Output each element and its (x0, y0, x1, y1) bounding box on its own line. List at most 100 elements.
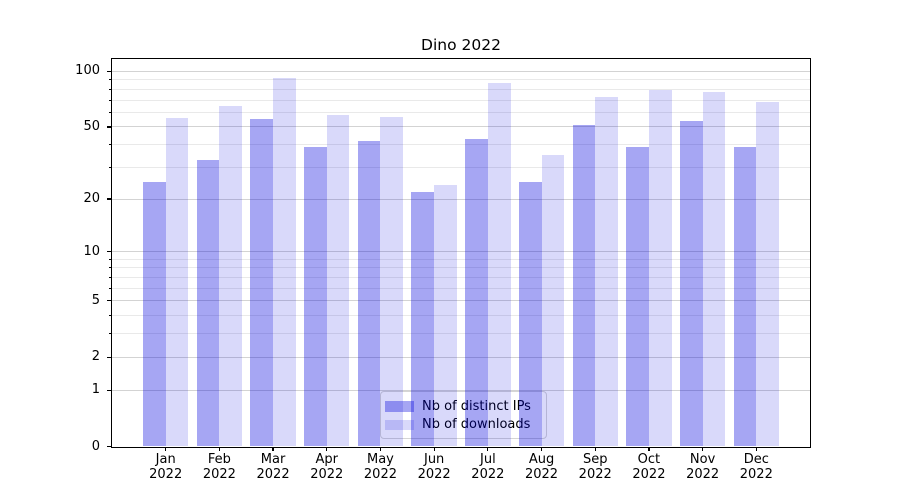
gridline-minor (112, 315, 810, 317)
x-tick (165, 447, 167, 452)
bar-distinct-ips-feb (196, 159, 220, 447)
x-tick-label: Jan 2022 (149, 452, 183, 482)
bar-downloads-aug (541, 155, 565, 447)
x-tick-label: Mar 2022 (256, 452, 290, 482)
y-tick-label: 20 (83, 191, 100, 207)
gridline-minor (112, 79, 810, 81)
legend-swatch-distinct-ips (385, 401, 414, 412)
gridline-major (112, 251, 810, 253)
gridline-minor (112, 258, 810, 260)
gridline-major (112, 389, 810, 391)
y-minor-tick (109, 277, 112, 278)
y-tick (107, 356, 112, 358)
x-tick (594, 447, 596, 452)
x-tick (755, 447, 757, 452)
legend-item: Nb of distinct IPs (385, 397, 538, 416)
bar-downloads-oct (648, 90, 672, 447)
x-tick (648, 447, 650, 452)
y-tick (107, 126, 112, 128)
bar-distinct-ips-apr (304, 146, 327, 447)
x-tick (379, 447, 382, 452)
bar-distinct-ips-sep (572, 125, 596, 447)
y-tick (107, 70, 112, 73)
x-tick (702, 447, 704, 452)
bar-downloads-may (380, 116, 404, 447)
y-tick-label: 2 (91, 349, 100, 365)
y-tick (107, 445, 112, 448)
gridline-minor (112, 166, 810, 168)
y-tick (107, 300, 112, 302)
x-tick-label: Dec 2022 (739, 452, 773, 482)
y-tick (107, 198, 112, 200)
bar-downloads-apr (326, 115, 350, 447)
gridline-minor (112, 88, 810, 90)
bar-downloads-mar (273, 78, 296, 447)
bar-distinct-ips-aug (518, 181, 542, 447)
y-minor-tick (109, 166, 112, 168)
y-tick (107, 389, 112, 391)
bar-distinct-ips-jul (465, 138, 488, 447)
legend-item: Nb of downloads (385, 416, 538, 435)
gridline-minor (112, 333, 810, 335)
bar-downloads-nov (702, 92, 726, 447)
bar-distinct-ips-jan (142, 181, 166, 447)
gridline-minor (112, 277, 810, 278)
x-tick (540, 447, 543, 452)
x-tick (326, 447, 328, 452)
y-minor-tick (109, 267, 112, 269)
gridline-minor (112, 144, 810, 146)
bar-distinct-ips-may (357, 140, 381, 447)
legend-swatch-downloads (385, 419, 414, 430)
x-tick-label: Apr 2022 (310, 452, 344, 482)
gridline-major (112, 70, 810, 72)
gridline-minor (112, 99, 810, 101)
y-minor-tick (109, 287, 112, 289)
bar-downloads-sep (595, 96, 618, 447)
y-tick-label: 100 (75, 63, 100, 79)
x-tick-label: Oct 2022 (632, 452, 666, 482)
x-tick (218, 447, 220, 452)
y-minor-tick (109, 315, 112, 317)
y-tick-label: 5 (91, 292, 100, 308)
bar-downloads-jan (165, 117, 189, 447)
right-spine (810, 58, 812, 448)
legend-label: Nb of downloads (422, 417, 531, 433)
y-minor-tick (109, 79, 112, 81)
bar-downloads-jun (434, 184, 457, 447)
bar-distinct-ips-mar (250, 119, 274, 447)
y-tick-label: 10 (83, 243, 100, 259)
x-tick-label: Sep 2022 (578, 452, 612, 482)
y-minor-tick (109, 88, 112, 90)
gridline-minor (112, 267, 810, 269)
y-minor-tick (109, 144, 112, 146)
x-tick-label: Nov 2022 (686, 452, 720, 482)
x-tick (272, 447, 274, 452)
left-spine (110, 58, 112, 448)
top-spine (110, 58, 812, 60)
legend-label: Nb of distinct IPs (422, 398, 531, 414)
bottom-spine (110, 446, 812, 448)
bar-downloads-feb (219, 106, 243, 447)
gridline-major (112, 198, 810, 200)
x-tick (487, 447, 489, 452)
x-tick (433, 447, 435, 452)
gridline-major (112, 300, 810, 302)
bar-distinct-ips-dec (733, 146, 757, 447)
bar-distinct-ips-nov (679, 120, 703, 447)
y-tick-label: 50 (83, 118, 100, 134)
x-tick-label: Aug 2022 (524, 452, 559, 482)
bar-downloads-jul (487, 82, 511, 447)
bar-downloads-dec (756, 102, 779, 447)
y-minor-tick (109, 111, 112, 113)
chart-title: Dino 2022 (421, 36, 501, 54)
bar-distinct-ips-jun (411, 191, 435, 447)
gridline-minor (112, 287, 810, 289)
gridline-minor (112, 111, 810, 113)
y-minor-tick (109, 258, 112, 260)
x-tick-label: May 2022 (363, 452, 397, 482)
y-tick-label: 0 (91, 438, 100, 454)
gridline-major (112, 126, 810, 128)
x-tick-label: Feb 2022 (202, 452, 236, 482)
gridline-major (112, 356, 810, 358)
